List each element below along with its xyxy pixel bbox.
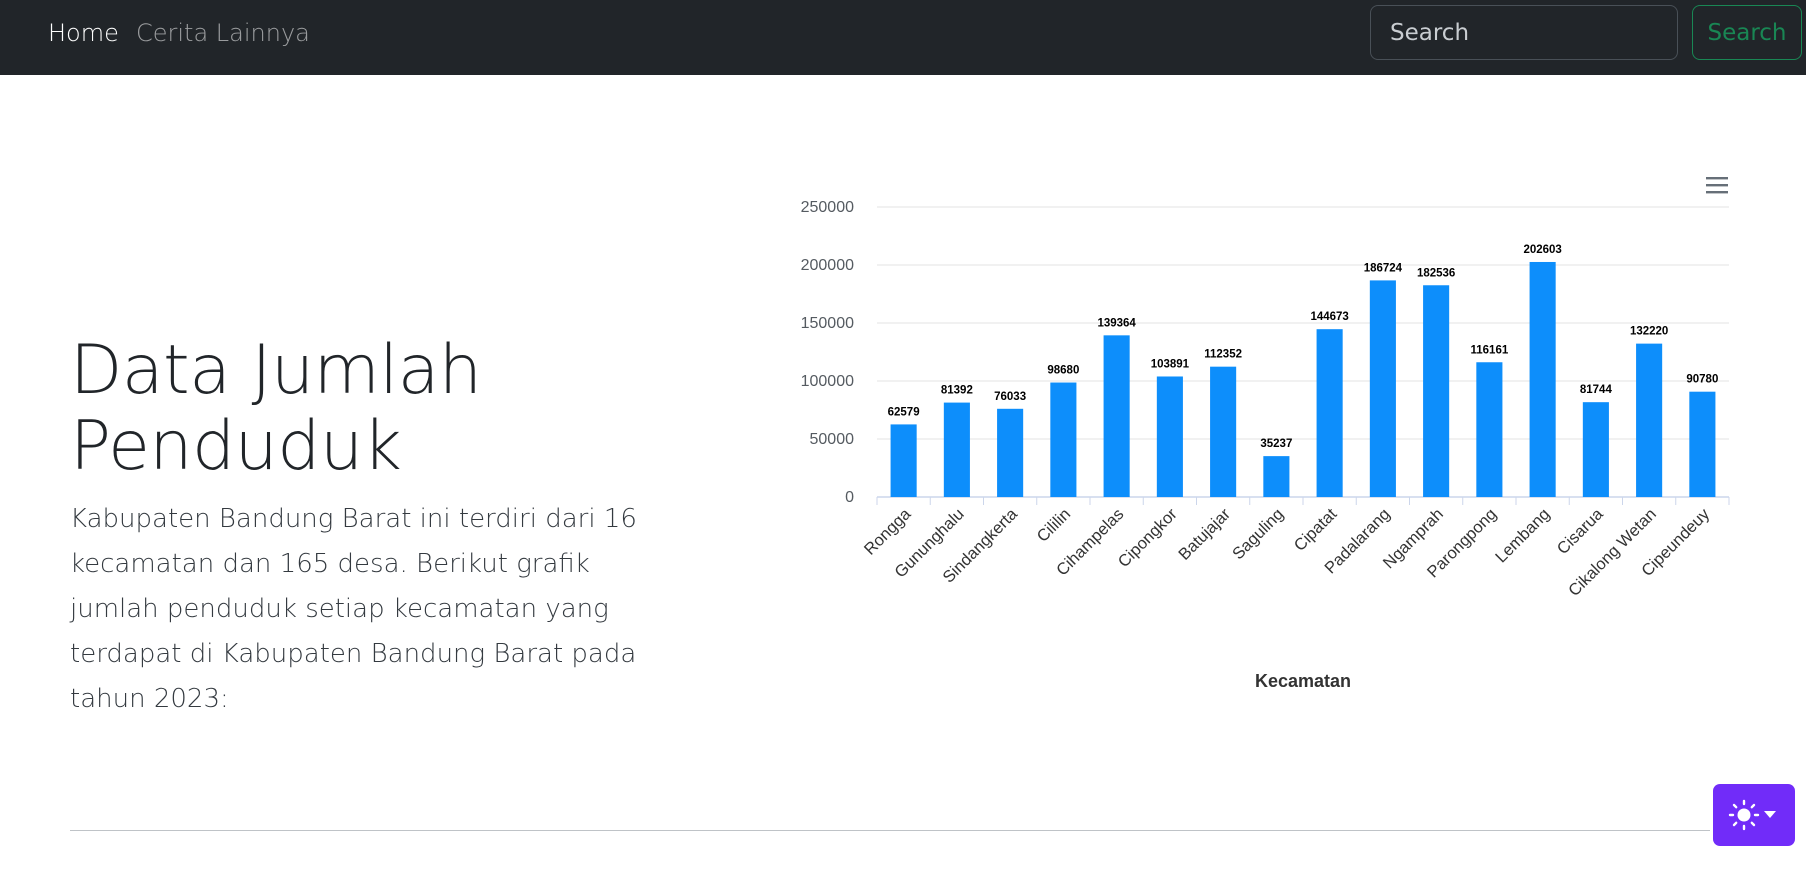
search-input[interactable] — [1370, 5, 1678, 60]
y-tick-label: 200000 — [801, 257, 854, 274]
chart-bar — [1263, 456, 1290, 497]
bar-data-label: 35237 — [1260, 438, 1292, 450]
chart-bar — [1210, 366, 1237, 497]
y-tick-label: 0 — [845, 489, 854, 506]
chart-bar — [943, 402, 970, 497]
chart-bar — [1369, 280, 1396, 497]
bar-data-label: 90780 — [1686, 374, 1718, 386]
x-category-label: Batujajar — [1175, 505, 1234, 564]
chart-bar — [1103, 335, 1130, 497]
search-button[interactable]: Search — [1692, 5, 1802, 60]
y-tick-label: 150000 — [801, 315, 854, 332]
bar-data-label: 98680 — [1047, 365, 1079, 377]
y-tick-label: 50000 — [810, 431, 855, 448]
bar-data-label: 132220 — [1630, 326, 1668, 338]
population-bar-chart: 0 50000 100000 150000 200000 250000 62579 Rongg… — [790, 155, 1745, 700]
chart-context-menu-button[interactable] — [1700, 173, 1734, 199]
chart-bar — [1050, 382, 1077, 497]
chart-bar — [1156, 376, 1183, 497]
chart-bar — [1689, 391, 1716, 497]
nav-link-home[interactable]: Home — [48, 19, 119, 47]
x-category-label: Cisarua — [1554, 505, 1608, 559]
intro-paragraph: Kabupaten Bandung Barat ini terdiri dari… — [70, 504, 637, 714]
chart-bar — [1316, 329, 1343, 497]
caret-down-icon — [1764, 811, 1776, 818]
chart-bar — [1636, 343, 1663, 497]
chart-bar — [997, 408, 1024, 497]
bar-data-label: 62579 — [888, 406, 920, 418]
y-tick-label: 100000 — [801, 373, 854, 390]
navbar: Home Cerita Lainnya Search — [0, 0, 1806, 75]
chart-bar — [1476, 362, 1503, 497]
chart-bar — [890, 424, 917, 497]
bar-data-label: 81744 — [1580, 384, 1613, 396]
x-category-label: Lembang — [1492, 505, 1553, 566]
bar-data-label: 103891 — [1151, 358, 1190, 370]
bar-data-label: 202603 — [1523, 244, 1561, 256]
x-category-label: Saguling — [1229, 505, 1287, 563]
chart-bar — [1423, 285, 1450, 497]
theme-toggle-button[interactable] — [1713, 784, 1795, 846]
x-category-label: Cipatat — [1291, 505, 1341, 555]
sun-icon — [1728, 799, 1776, 831]
bar-data-label: 186724 — [1364, 262, 1403, 274]
bar-data-label: 81392 — [941, 385, 973, 397]
chart-canvas: 0 50000 100000 150000 200000 250000 62579 Rongg… — [801, 199, 1730, 691]
nav-link-cerita-lainnya[interactable]: Cerita Lainnya — [136, 19, 310, 47]
bar-data-label: 112352 — [1204, 349, 1242, 361]
page-title: Data Jumlah Penduduk — [70, 331, 482, 486]
bar-data-label: 116161 — [1471, 344, 1509, 356]
bar-data-label: 182536 — [1417, 267, 1455, 279]
chart-bar — [1529, 261, 1556, 497]
x-category-label: Cililin — [1034, 505, 1075, 546]
y-tick-label: 250000 — [801, 199, 854, 216]
x-axis-title: Kecamatan — [1255, 671, 1351, 691]
chart-bar — [1582, 402, 1609, 497]
x-category-label: Cipongkor — [1115, 505, 1181, 571]
x-category-label: Rongga — [861, 505, 915, 559]
section-divider — [70, 830, 1710, 831]
bar-data-label: 144673 — [1310, 311, 1348, 323]
bar-data-label: 139364 — [1097, 317, 1136, 329]
bar-data-label: 76033 — [994, 391, 1026, 403]
hamburger-menu-icon — [1706, 177, 1728, 194]
